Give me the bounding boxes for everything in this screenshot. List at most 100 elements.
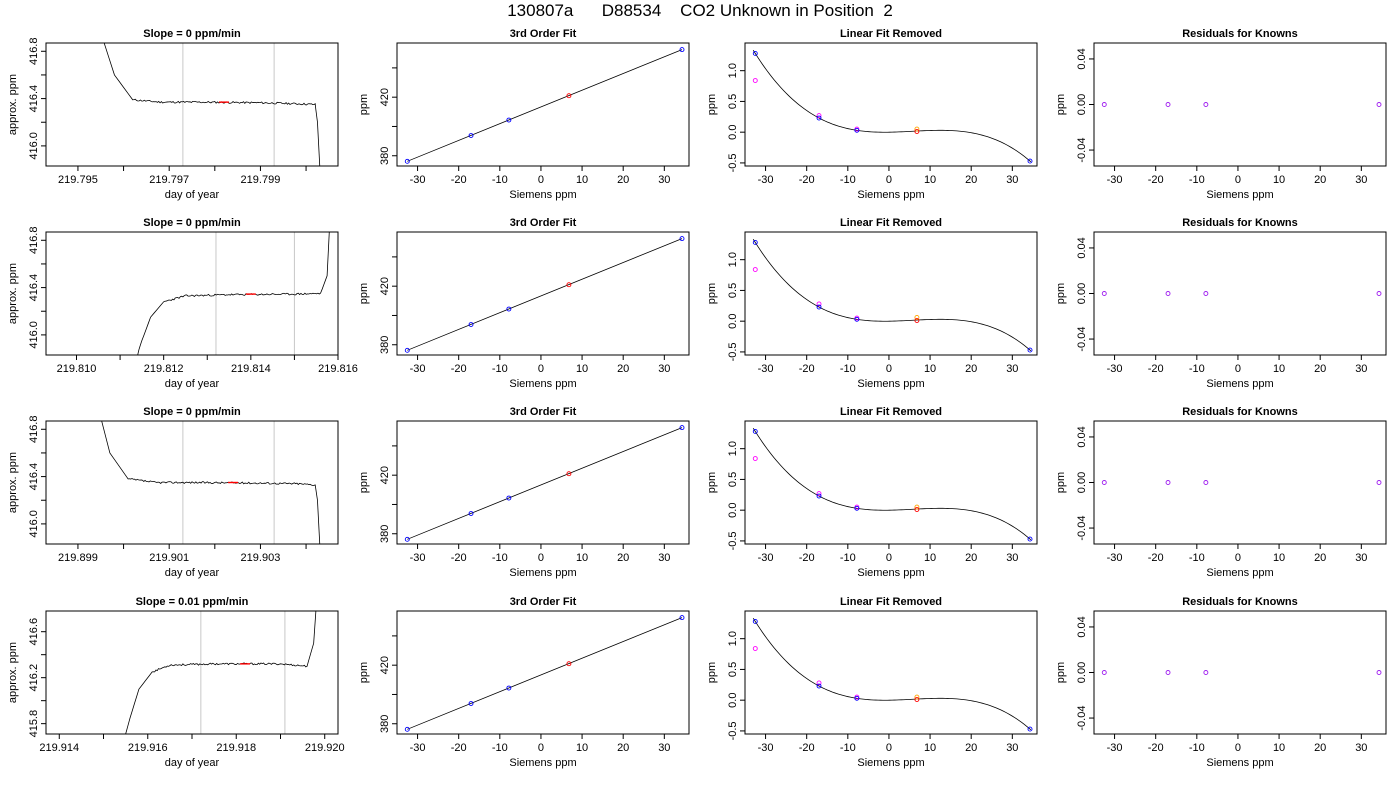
data-point bbox=[914, 126, 920, 132]
x-tick-label: 10 bbox=[1273, 363, 1285, 375]
panel-title: 3rd Order Fit bbox=[510, 28, 577, 40]
y-tick-label: 380 bbox=[379, 336, 391, 354]
data-point bbox=[816, 680, 822, 686]
plot-area bbox=[752, 427, 1033, 542]
y-axis-label: ppm bbox=[358, 662, 370, 683]
data-point bbox=[566, 471, 572, 477]
y-tick-label: 0.04 bbox=[1076, 48, 1088, 69]
x-tick-label: 0 bbox=[538, 363, 544, 375]
x-tick-label: 219.918 bbox=[216, 742, 256, 754]
data-point bbox=[854, 316, 860, 322]
plot-area bbox=[404, 615, 685, 732]
x-axis-label: Siemens ppm bbox=[857, 567, 924, 579]
panel-3-1: 3rd Order Fit -30 -20 -10 0 10 20 30 380 420 Sieme… bbox=[358, 596, 690, 769]
panel-2-3: Residuals for Knowns -30 -20 -10 0 10 20 30 -0.0… bbox=[1055, 406, 1387, 579]
data-point bbox=[1376, 670, 1382, 675]
data-point bbox=[679, 47, 685, 53]
plot-area bbox=[137, 232, 330, 355]
plot-frame bbox=[396, 42, 690, 167]
x-tick-label: 10 bbox=[924, 174, 936, 186]
y-tick-label: 416.2 bbox=[28, 664, 40, 692]
x-tick-label: 30 bbox=[1006, 363, 1018, 375]
x-axis-label: Siemens ppm bbox=[509, 757, 576, 769]
y-tick-label: 420 bbox=[379, 88, 391, 106]
data-point bbox=[914, 129, 920, 135]
x-axis-label: Siemens ppm bbox=[1206, 378, 1273, 390]
cubic-fit-curve bbox=[752, 238, 1032, 352]
x-tick-label: 30 bbox=[658, 552, 670, 564]
panel-title: Linear Fit Removed bbox=[840, 217, 942, 229]
x-tick-label: 30 bbox=[1006, 174, 1018, 186]
y-axis-label: ppm bbox=[706, 283, 718, 304]
data-point bbox=[566, 661, 572, 667]
plot-frame bbox=[1093, 42, 1387, 167]
data-point bbox=[752, 429, 758, 434]
data-point bbox=[914, 318, 920, 324]
x-tick-label: 219.914 bbox=[39, 742, 79, 754]
y-axis-label: ppm bbox=[358, 283, 370, 304]
x-tick-label: -10 bbox=[492, 363, 508, 375]
data-point bbox=[816, 113, 822, 119]
x-tick-label: -20 bbox=[451, 174, 467, 186]
panel-0-0: Slope = 0 ppm/min 219.795 219.797 219.799 41… bbox=[7, 28, 339, 201]
x-axis-label: Siemens ppm bbox=[857, 378, 924, 390]
y-tick-label: 380 bbox=[379, 715, 391, 733]
x-tick-label: -20 bbox=[451, 742, 467, 754]
x-tick-label: 30 bbox=[1355, 174, 1367, 186]
data-point bbox=[468, 133, 474, 138]
data-point bbox=[566, 93, 572, 99]
y-tick-label: 0.00 bbox=[1076, 472, 1088, 493]
plot-frame bbox=[396, 610, 690, 735]
x-tick-label: 0 bbox=[886, 174, 892, 186]
x-tick-label: 20 bbox=[617, 742, 629, 754]
data-point bbox=[506, 495, 512, 501]
data-point bbox=[1027, 158, 1033, 164]
data-point bbox=[752, 267, 758, 272]
data-point bbox=[468, 701, 474, 706]
panel-3-3: Residuals for Knowns -30 -20 -10 0 10 20 30 -0.0… bbox=[1055, 596, 1387, 769]
plot-area bbox=[752, 49, 1033, 164]
panel-title: 3rd Order Fit bbox=[510, 406, 577, 418]
panel-title: 3rd Order Fit bbox=[510, 217, 577, 229]
y-tick-label: -0.04 bbox=[1076, 327, 1088, 352]
y-tick-label: 0.5 bbox=[727, 472, 739, 487]
y-tick-label: 420 bbox=[379, 277, 391, 295]
x-tick-label: 0 bbox=[886, 742, 892, 754]
y-tick-label: -0.5 bbox=[727, 531, 739, 550]
data-point bbox=[1027, 726, 1033, 732]
y-tick-label: 1.0 bbox=[727, 441, 739, 456]
x-tick-label: 30 bbox=[658, 363, 670, 375]
x-tick-label: 30 bbox=[1006, 742, 1018, 754]
x-tick-label: 20 bbox=[965, 742, 977, 754]
x-tick-label: 10 bbox=[924, 552, 936, 564]
data-point bbox=[1203, 480, 1209, 485]
x-tick-label: -30 bbox=[1107, 552, 1123, 564]
plot-frame bbox=[1093, 420, 1387, 545]
data-point bbox=[816, 493, 822, 499]
plot-frame bbox=[744, 231, 1038, 356]
x-tick-label: 0 bbox=[538, 742, 544, 754]
panel-3-0: Slope = 0.01 ppm/min 219.914 219.916 219.91… bbox=[7, 596, 345, 769]
data-point bbox=[752, 78, 758, 83]
x-tick-label: -30 bbox=[1107, 742, 1123, 754]
x-tick-label: -10 bbox=[840, 363, 856, 375]
panel-title: Slope = 0 ppm/min bbox=[143, 217, 241, 229]
y-tick-label: 0.04 bbox=[1076, 616, 1088, 637]
data-point bbox=[816, 491, 822, 497]
plot-area bbox=[1101, 291, 1382, 296]
y-tick-label: -0.04 bbox=[1076, 138, 1088, 163]
y-axis-label: ppm bbox=[706, 94, 718, 115]
plot-area bbox=[404, 236, 685, 353]
plot-area bbox=[404, 425, 685, 542]
y-axis-label: ppm bbox=[706, 662, 718, 683]
data-point bbox=[1203, 291, 1209, 296]
x-tick-label: 30 bbox=[658, 174, 670, 186]
panel-2-2: Linear Fit Removed -30 -20 -10 0 10 20 30 -0.5 0.… bbox=[706, 406, 1038, 579]
data-trace bbox=[101, 421, 321, 544]
y-tick-label: 416.0 bbox=[28, 510, 40, 538]
x-tick-label: 10 bbox=[576, 552, 588, 564]
x-axis-label: Siemens ppm bbox=[1206, 567, 1273, 579]
y-tick-label: -0.5 bbox=[727, 342, 739, 361]
x-tick-label: 219.903 bbox=[241, 552, 281, 564]
